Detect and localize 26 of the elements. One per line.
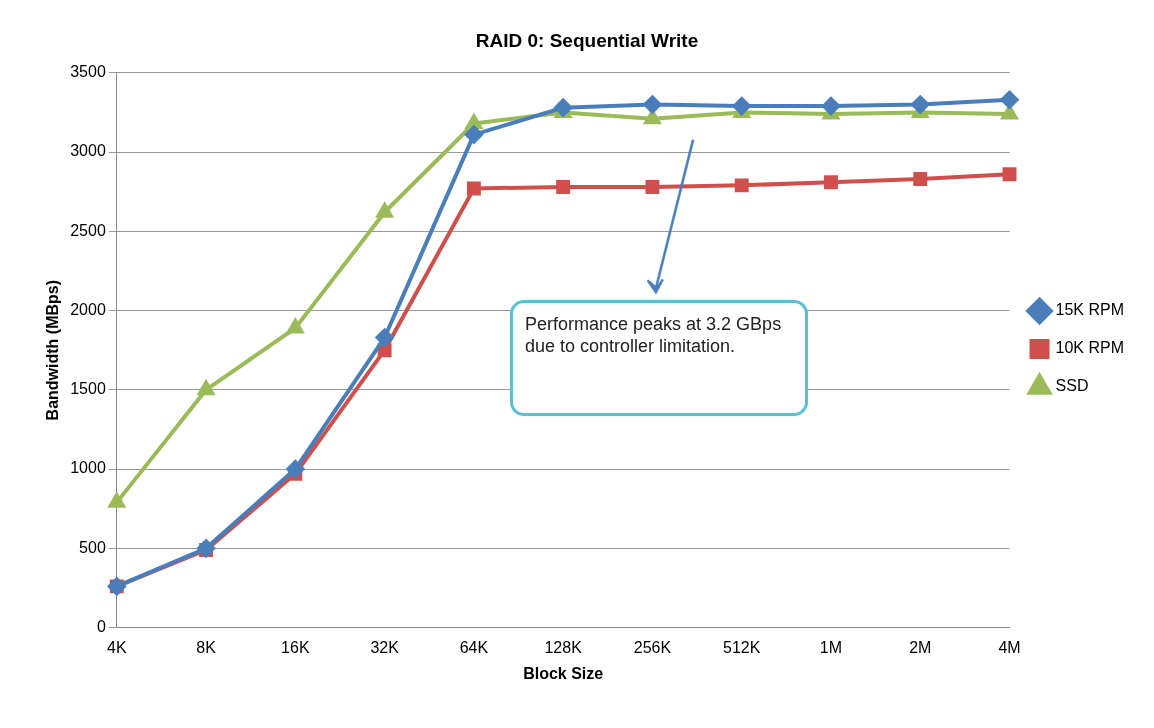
x-tick-label: 16K: [281, 638, 310, 656]
legend-label: 10K RPM: [1055, 339, 1124, 357]
x-axis-title: Block Size: [523, 664, 604, 682]
x-tick-label: 512K: [723, 638, 761, 656]
x-tick-label: 4K: [107, 638, 127, 656]
chart-title: RAID 0: Sequential Write: [475, 29, 699, 51]
y-tick-label: 2500: [70, 221, 106, 239]
y-tick-label: 3000: [70, 142, 106, 160]
x-tick-label: 2M: [909, 638, 932, 656]
y-tick-label: 3500: [70, 63, 106, 81]
x-tick-label: 64K: [459, 638, 489, 656]
y-axis-title: Bandwidth (MBps): [44, 279, 62, 421]
x-tick-label: 128K: [544, 638, 583, 656]
x-tick-label: 4M: [998, 638, 1021, 656]
x-tick-label: 32K: [370, 638, 400, 656]
y-tick-label: 0: [96, 618, 106, 636]
y-tick-label: 500: [79, 538, 106, 556]
legend-label: SSD: [1055, 377, 1089, 395]
x-tick-label: 1M: [819, 638, 843, 656]
y-tick-label: 1000: [70, 459, 106, 477]
y-tick-label: 1500: [70, 380, 106, 398]
y-tick-label: 2000: [70, 300, 106, 318]
x-tick-label: 256K: [633, 638, 672, 656]
x-tick-label: 8K: [196, 638, 217, 656]
callout-box: Performance peaks at 3.2 GBps due to controller limitation.: [510, 300, 808, 416]
legend-label: 15K RPM: [1055, 301, 1124, 319]
